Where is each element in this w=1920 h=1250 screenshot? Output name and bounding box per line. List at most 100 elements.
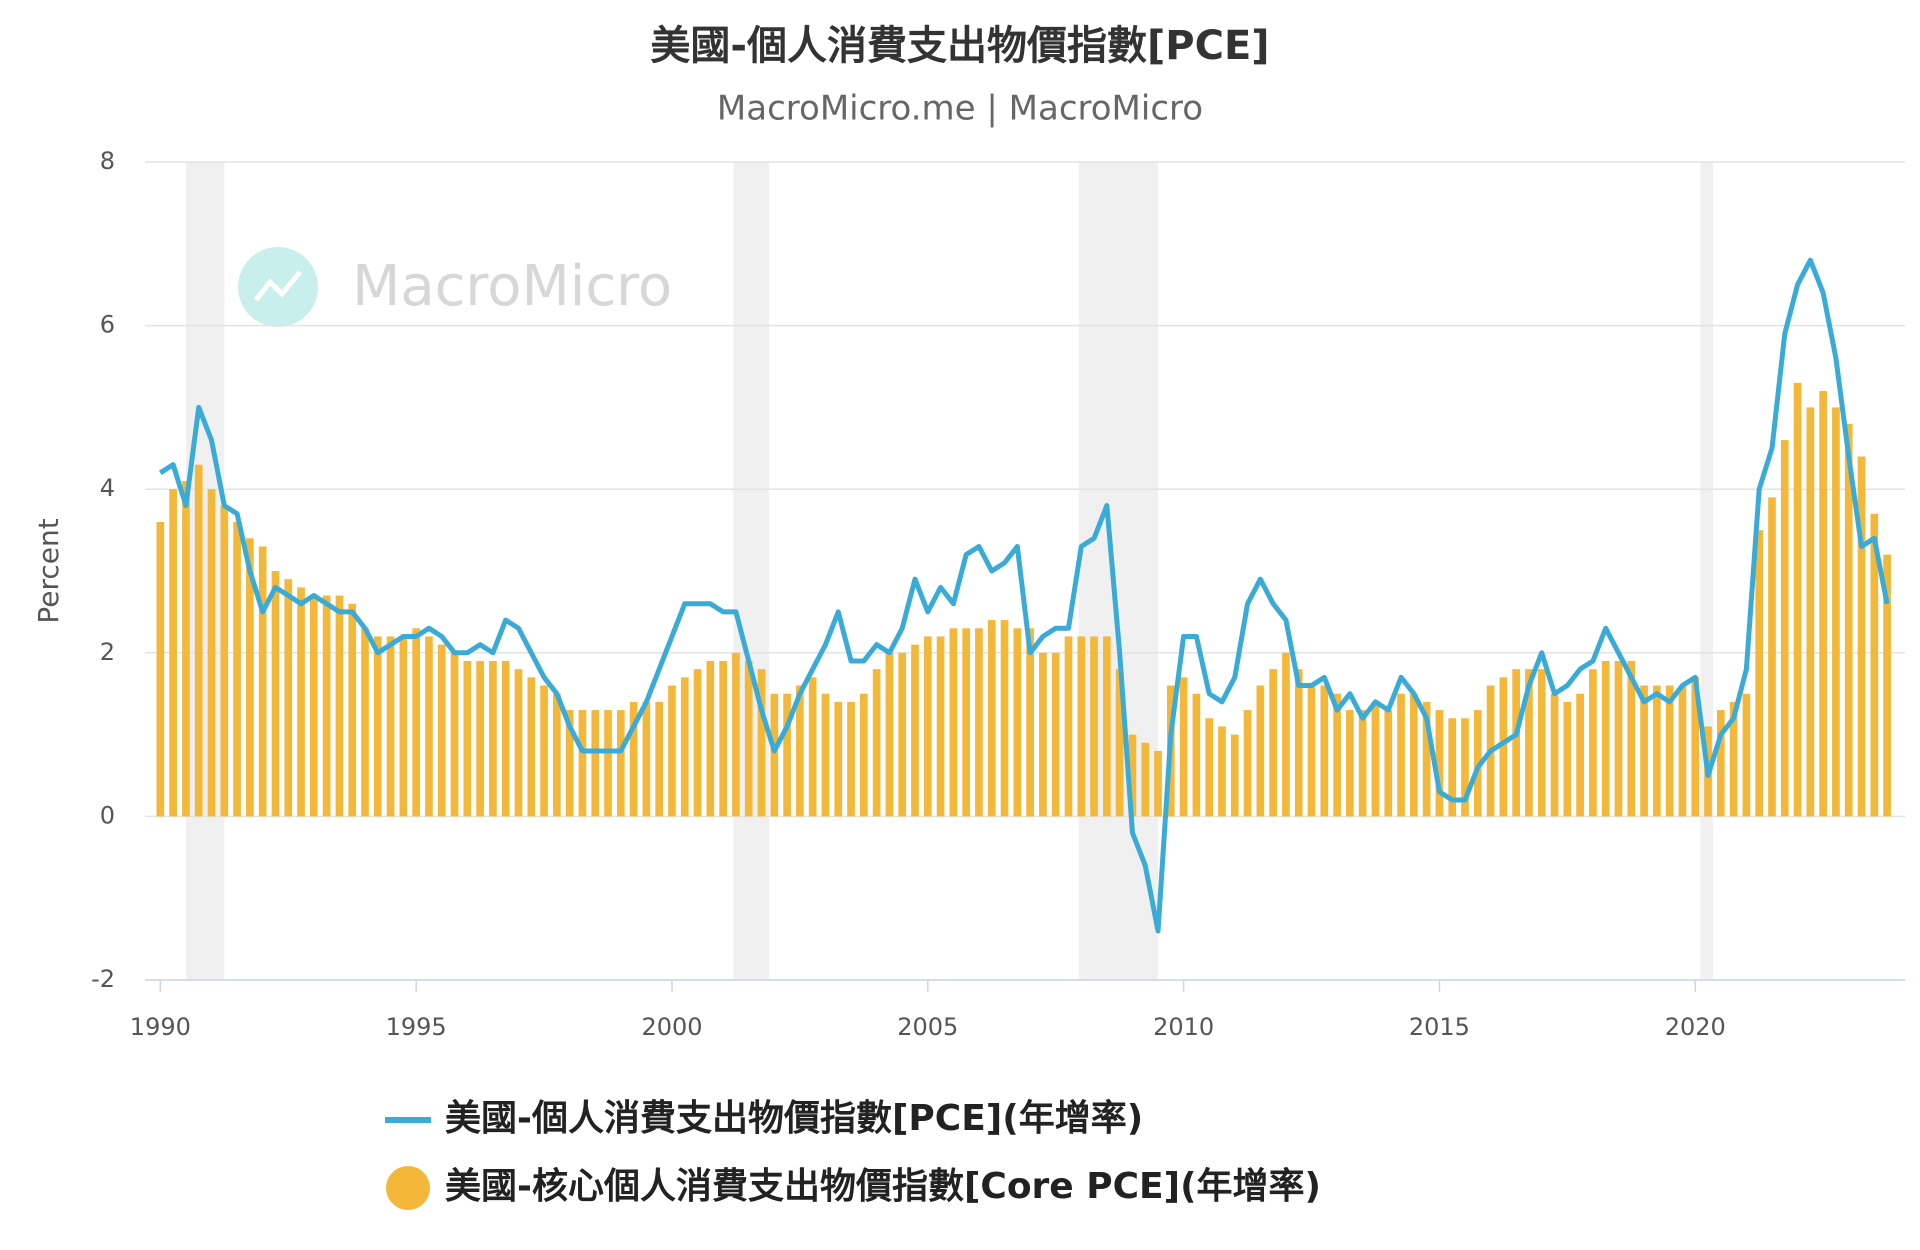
bar	[1793, 382, 1802, 817]
bar	[1282, 652, 1290, 817]
bar	[1128, 734, 1137, 817]
bar	[936, 636, 945, 817]
legend-label: 美國-個人消費支出物價指數[PCE](年增率)	[445, 1098, 1143, 1139]
bar	[796, 685, 804, 817]
bar	[1230, 734, 1239, 817]
bar	[885, 652, 894, 817]
y-tick-label: 8	[100, 147, 115, 175]
bar	[1026, 628, 1034, 817]
bar	[220, 505, 229, 817]
bar	[1397, 693, 1405, 817]
bar	[310, 595, 318, 817]
y-tick-label: 0	[100, 801, 115, 829]
bar	[987, 620, 996, 817]
bar	[1627, 660, 1636, 817]
bar	[284, 579, 293, 817]
bar	[898, 652, 907, 817]
bar	[860, 693, 868, 817]
bar	[412, 628, 420, 817]
bar	[680, 677, 689, 817]
bar	[194, 464, 203, 817]
bar	[1358, 710, 1367, 817]
bar	[553, 693, 561, 817]
bar	[1256, 685, 1265, 817]
bar	[169, 489, 177, 817]
bar	[847, 701, 855, 817]
bar	[297, 587, 305, 817]
bar	[834, 701, 843, 817]
bar	[1576, 693, 1584, 817]
bar	[1665, 685, 1674, 817]
bar	[821, 693, 830, 817]
bar	[1653, 685, 1661, 817]
bar	[719, 660, 727, 817]
x-tick-label: 2005	[897, 1013, 958, 1041]
bar	[399, 636, 408, 817]
bar	[1320, 685, 1329, 817]
bar	[1499, 677, 1508, 817]
bar	[1461, 718, 1469, 817]
bar	[450, 652, 459, 817]
recession-band	[733, 162, 770, 980]
bar	[501, 660, 510, 817]
bar	[578, 710, 587, 817]
bar	[1473, 710, 1482, 817]
y-tick-label: 6	[100, 311, 115, 339]
bar	[425, 636, 433, 817]
bar	[271, 571, 280, 817]
y-axis-label: Percent	[32, 518, 65, 623]
bar	[808, 677, 817, 817]
bar	[591, 710, 600, 817]
bar	[1384, 710, 1393, 817]
bar	[1563, 701, 1572, 817]
bar	[1243, 710, 1252, 817]
bar	[1077, 636, 1086, 817]
bar	[156, 521, 165, 817]
y-tick-label: 2	[100, 638, 115, 666]
chart-subtitle: MacroMicro.me | MacroMicro	[717, 89, 1203, 129]
bar	[1422, 701, 1431, 817]
bar	[1806, 407, 1815, 817]
bar	[1832, 407, 1840, 817]
bar	[1103, 636, 1111, 817]
bar	[258, 546, 267, 817]
recession-band	[1078, 162, 1159, 980]
bar	[872, 669, 881, 817]
bar	[246, 538, 254, 817]
bar	[540, 685, 548, 817]
bar	[1294, 669, 1303, 817]
bar	[1333, 693, 1341, 817]
bar	[1064, 636, 1073, 817]
bar	[1115, 669, 1124, 817]
bar	[1512, 669, 1520, 817]
x-tick-label: 2000	[641, 1013, 702, 1041]
bar	[463, 660, 472, 817]
bar	[757, 669, 766, 817]
bar	[1218, 726, 1226, 817]
bar	[1550, 693, 1559, 817]
legend-symbol	[386, 1166, 430, 1210]
bar	[1755, 530, 1764, 817]
bar	[1051, 652, 1060, 817]
bar	[1768, 497, 1776, 817]
bar	[1141, 742, 1150, 817]
bar	[1371, 701, 1380, 817]
bar	[732, 652, 740, 817]
recession-band	[185, 162, 225, 980]
bar	[1179, 677, 1188, 817]
bar	[1525, 669, 1533, 817]
x-tick-label: 1995	[386, 1013, 447, 1041]
bar	[565, 710, 574, 817]
bar	[1640, 685, 1648, 817]
bar	[616, 710, 625, 817]
bar	[1537, 669, 1546, 817]
bar	[207, 489, 216, 817]
line	[159, 257, 1890, 934]
legend-label: 美國-核心個人消費支出物價指數[Core PCE](年增率)	[445, 1166, 1321, 1207]
chart-title: 美國-個人消費支出物價指數[PCE]	[650, 23, 1269, 69]
bar	[335, 595, 344, 817]
bar	[1883, 554, 1891, 817]
bar	[1192, 693, 1201, 817]
bar	[1410, 693, 1418, 817]
bar	[322, 595, 331, 817]
